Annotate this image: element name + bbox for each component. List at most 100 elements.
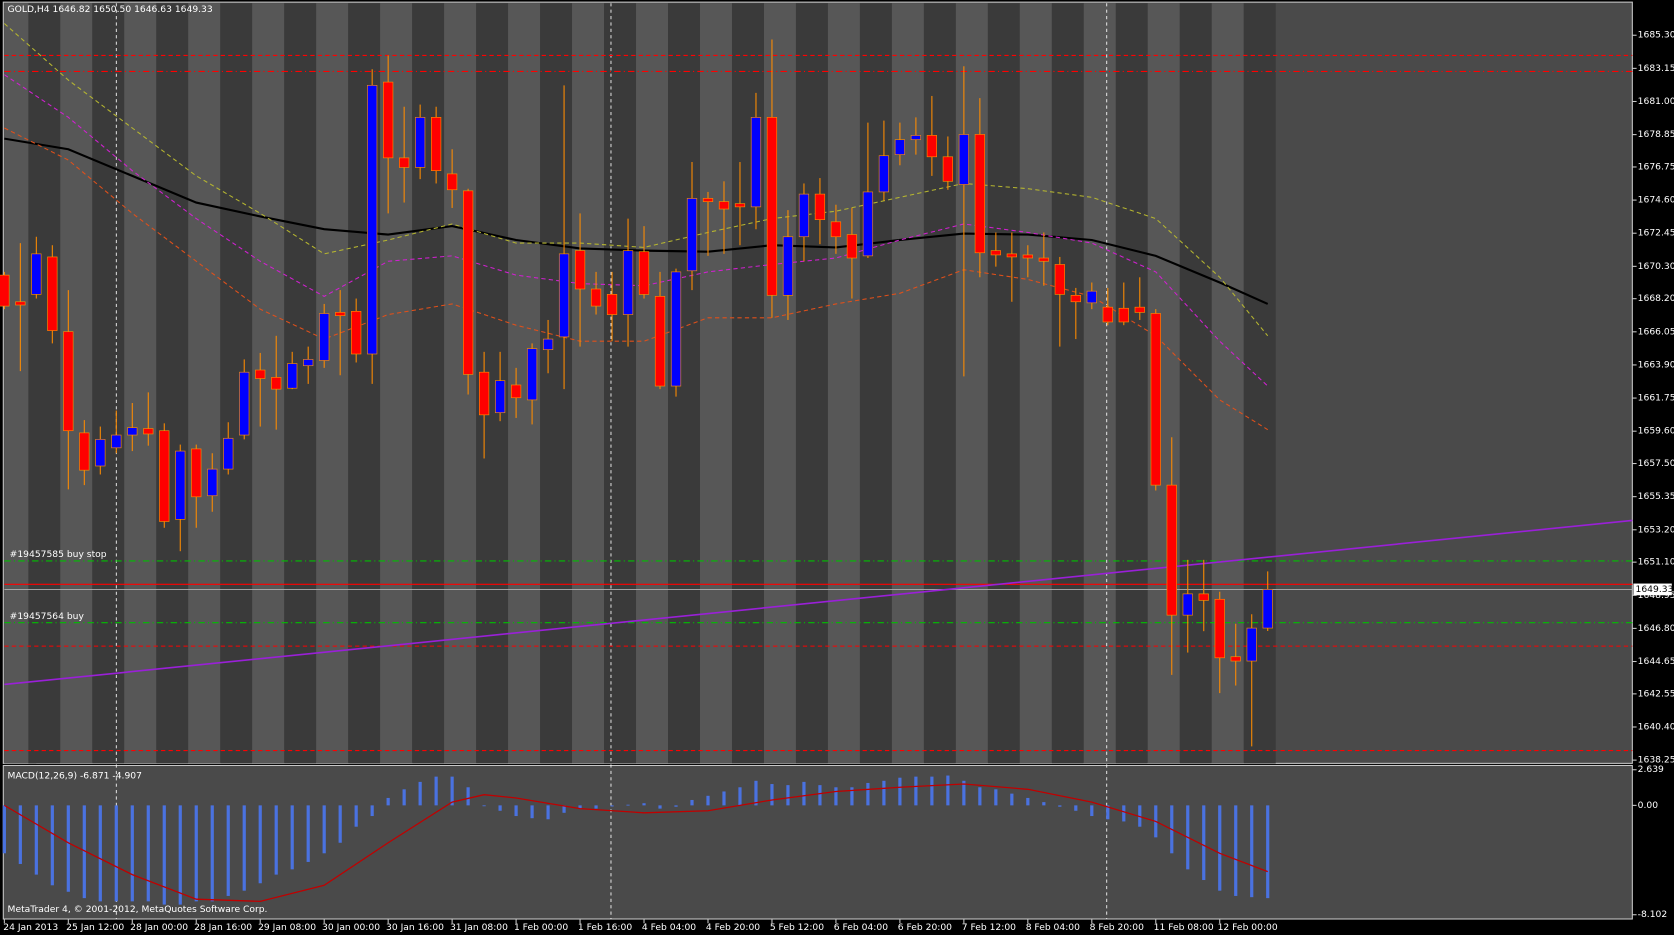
y-tick-label: 1678.85 — [1638, 129, 1674, 140]
macd-bar — [514, 805, 518, 817]
stripe — [1115, 3, 1148, 764]
stripe — [156, 3, 189, 764]
macd-bar — [802, 781, 806, 806]
macd-bar — [354, 805, 358, 827]
macd-bar — [930, 776, 934, 806]
candle-body — [1054, 264, 1065, 295]
candle-body — [399, 157, 410, 168]
macd-bar — [34, 805, 38, 875]
candle-body — [191, 448, 202, 498]
candle-body — [447, 173, 458, 191]
macd-bar — [578, 805, 582, 809]
candle-body — [670, 271, 682, 387]
candle-body — [926, 135, 938, 158]
candle-body — [111, 434, 122, 449]
x-tick-label: 31 Jan 08:00 — [450, 922, 508, 933]
macd-bar — [274, 805, 278, 875]
y-tick-label: 1642.55 — [1638, 688, 1674, 699]
macd-bar — [850, 787, 854, 806]
indicator-line — [4, 127, 1268, 431]
candle-body — [1006, 253, 1017, 258]
x-tick-label: 4 Feb 04:00 — [642, 922, 696, 933]
macd-bar — [482, 805, 486, 807]
candle-body — [686, 198, 698, 272]
candle-body — [1086, 290, 1097, 304]
x-tick-label: 25 Jan 12:00 — [66, 922, 124, 933]
candle-body — [271, 377, 282, 390]
candle-body — [31, 253, 42, 295]
candle-body — [798, 193, 810, 238]
macd-bar — [450, 776, 454, 806]
macd-bar — [1010, 793, 1014, 806]
x-tick-label: 5 Feb 12:00 — [770, 922, 824, 933]
candle-body — [1134, 306, 1145, 313]
candle-body — [558, 253, 570, 338]
macd-bar — [898, 777, 902, 806]
candle-body — [1022, 254, 1033, 259]
candle-body — [638, 251, 650, 295]
bid-label: 1649.33 — [1636, 584, 1674, 595]
y-tick-label: 1676.75 — [1638, 161, 1674, 172]
macd-bar — [50, 805, 54, 886]
candle-body — [526, 348, 538, 401]
candle-body — [606, 294, 618, 315]
candle-body — [894, 139, 906, 155]
candle-body — [1166, 484, 1177, 616]
y-tick-label: 1666.05 — [1638, 326, 1674, 337]
trendline — [4, 519, 1633, 686]
candle-body — [862, 191, 874, 257]
candle-body — [654, 296, 666, 387]
macd-bar — [546, 805, 550, 820]
macd-bar — [18, 805, 22, 864]
y-tick-label: 0.00 — [1638, 800, 1659, 811]
candle-body — [463, 190, 474, 375]
candle-body — [1102, 306, 1113, 323]
stripe — [572, 3, 605, 764]
x-tick-label: 4 Feb 20:00 — [706, 922, 760, 933]
stripe — [1051, 3, 1084, 764]
candle-body — [303, 359, 314, 367]
macd-bar — [946, 775, 950, 806]
macd-bar — [818, 785, 822, 806]
candle-body — [990, 250, 1001, 256]
candle-body — [255, 369, 266, 379]
candle-body — [1214, 598, 1225, 659]
candle-body — [974, 134, 985, 254]
stripe — [923, 3, 956, 764]
x-tick-label: 1 Feb 00:00 — [514, 922, 568, 933]
macd-bar — [1042, 802, 1046, 806]
y-tick-label: 1640.40 — [1638, 721, 1674, 732]
macd-bar — [690, 799, 694, 806]
macd-bar — [1218, 805, 1222, 891]
macd-bar — [978, 787, 982, 806]
candle-body — [750, 117, 762, 208]
macd-bar — [562, 805, 566, 813]
stripe — [124, 3, 157, 764]
candle-body — [287, 363, 298, 389]
macd-bar — [370, 805, 374, 817]
y-tick-label: 1670.30 — [1638, 261, 1674, 272]
macd-bar — [626, 804, 630, 806]
y-tick-label: 1638.25 — [1638, 755, 1674, 766]
y-tick-label: 1657.50 — [1638, 458, 1674, 469]
macd-bar — [962, 780, 966, 806]
macd-bar — [1090, 805, 1094, 817]
stripe — [795, 3, 828, 764]
stripe — [827, 3, 860, 764]
macd-bar — [1122, 805, 1126, 822]
macd-signal — [4, 783, 1268, 902]
macd-bar — [402, 789, 406, 806]
macd-bar — [258, 805, 262, 884]
macd-bar — [2, 805, 6, 854]
x-tick-label: 28 Jan 16:00 — [194, 922, 252, 933]
macd-bar — [114, 805, 118, 902]
y-tick-label: 1655.35 — [1638, 491, 1674, 502]
macd-bar — [754, 780, 758, 806]
candle-body — [1182, 593, 1193, 616]
macd-bar — [226, 805, 230, 896]
stripe — [859, 3, 892, 764]
macd-bar — [498, 805, 502, 811]
candle-body — [814, 193, 826, 220]
order-label: #19457585 buy stop — [10, 549, 107, 560]
y-tick-label: 2.639 — [1638, 764, 1664, 775]
